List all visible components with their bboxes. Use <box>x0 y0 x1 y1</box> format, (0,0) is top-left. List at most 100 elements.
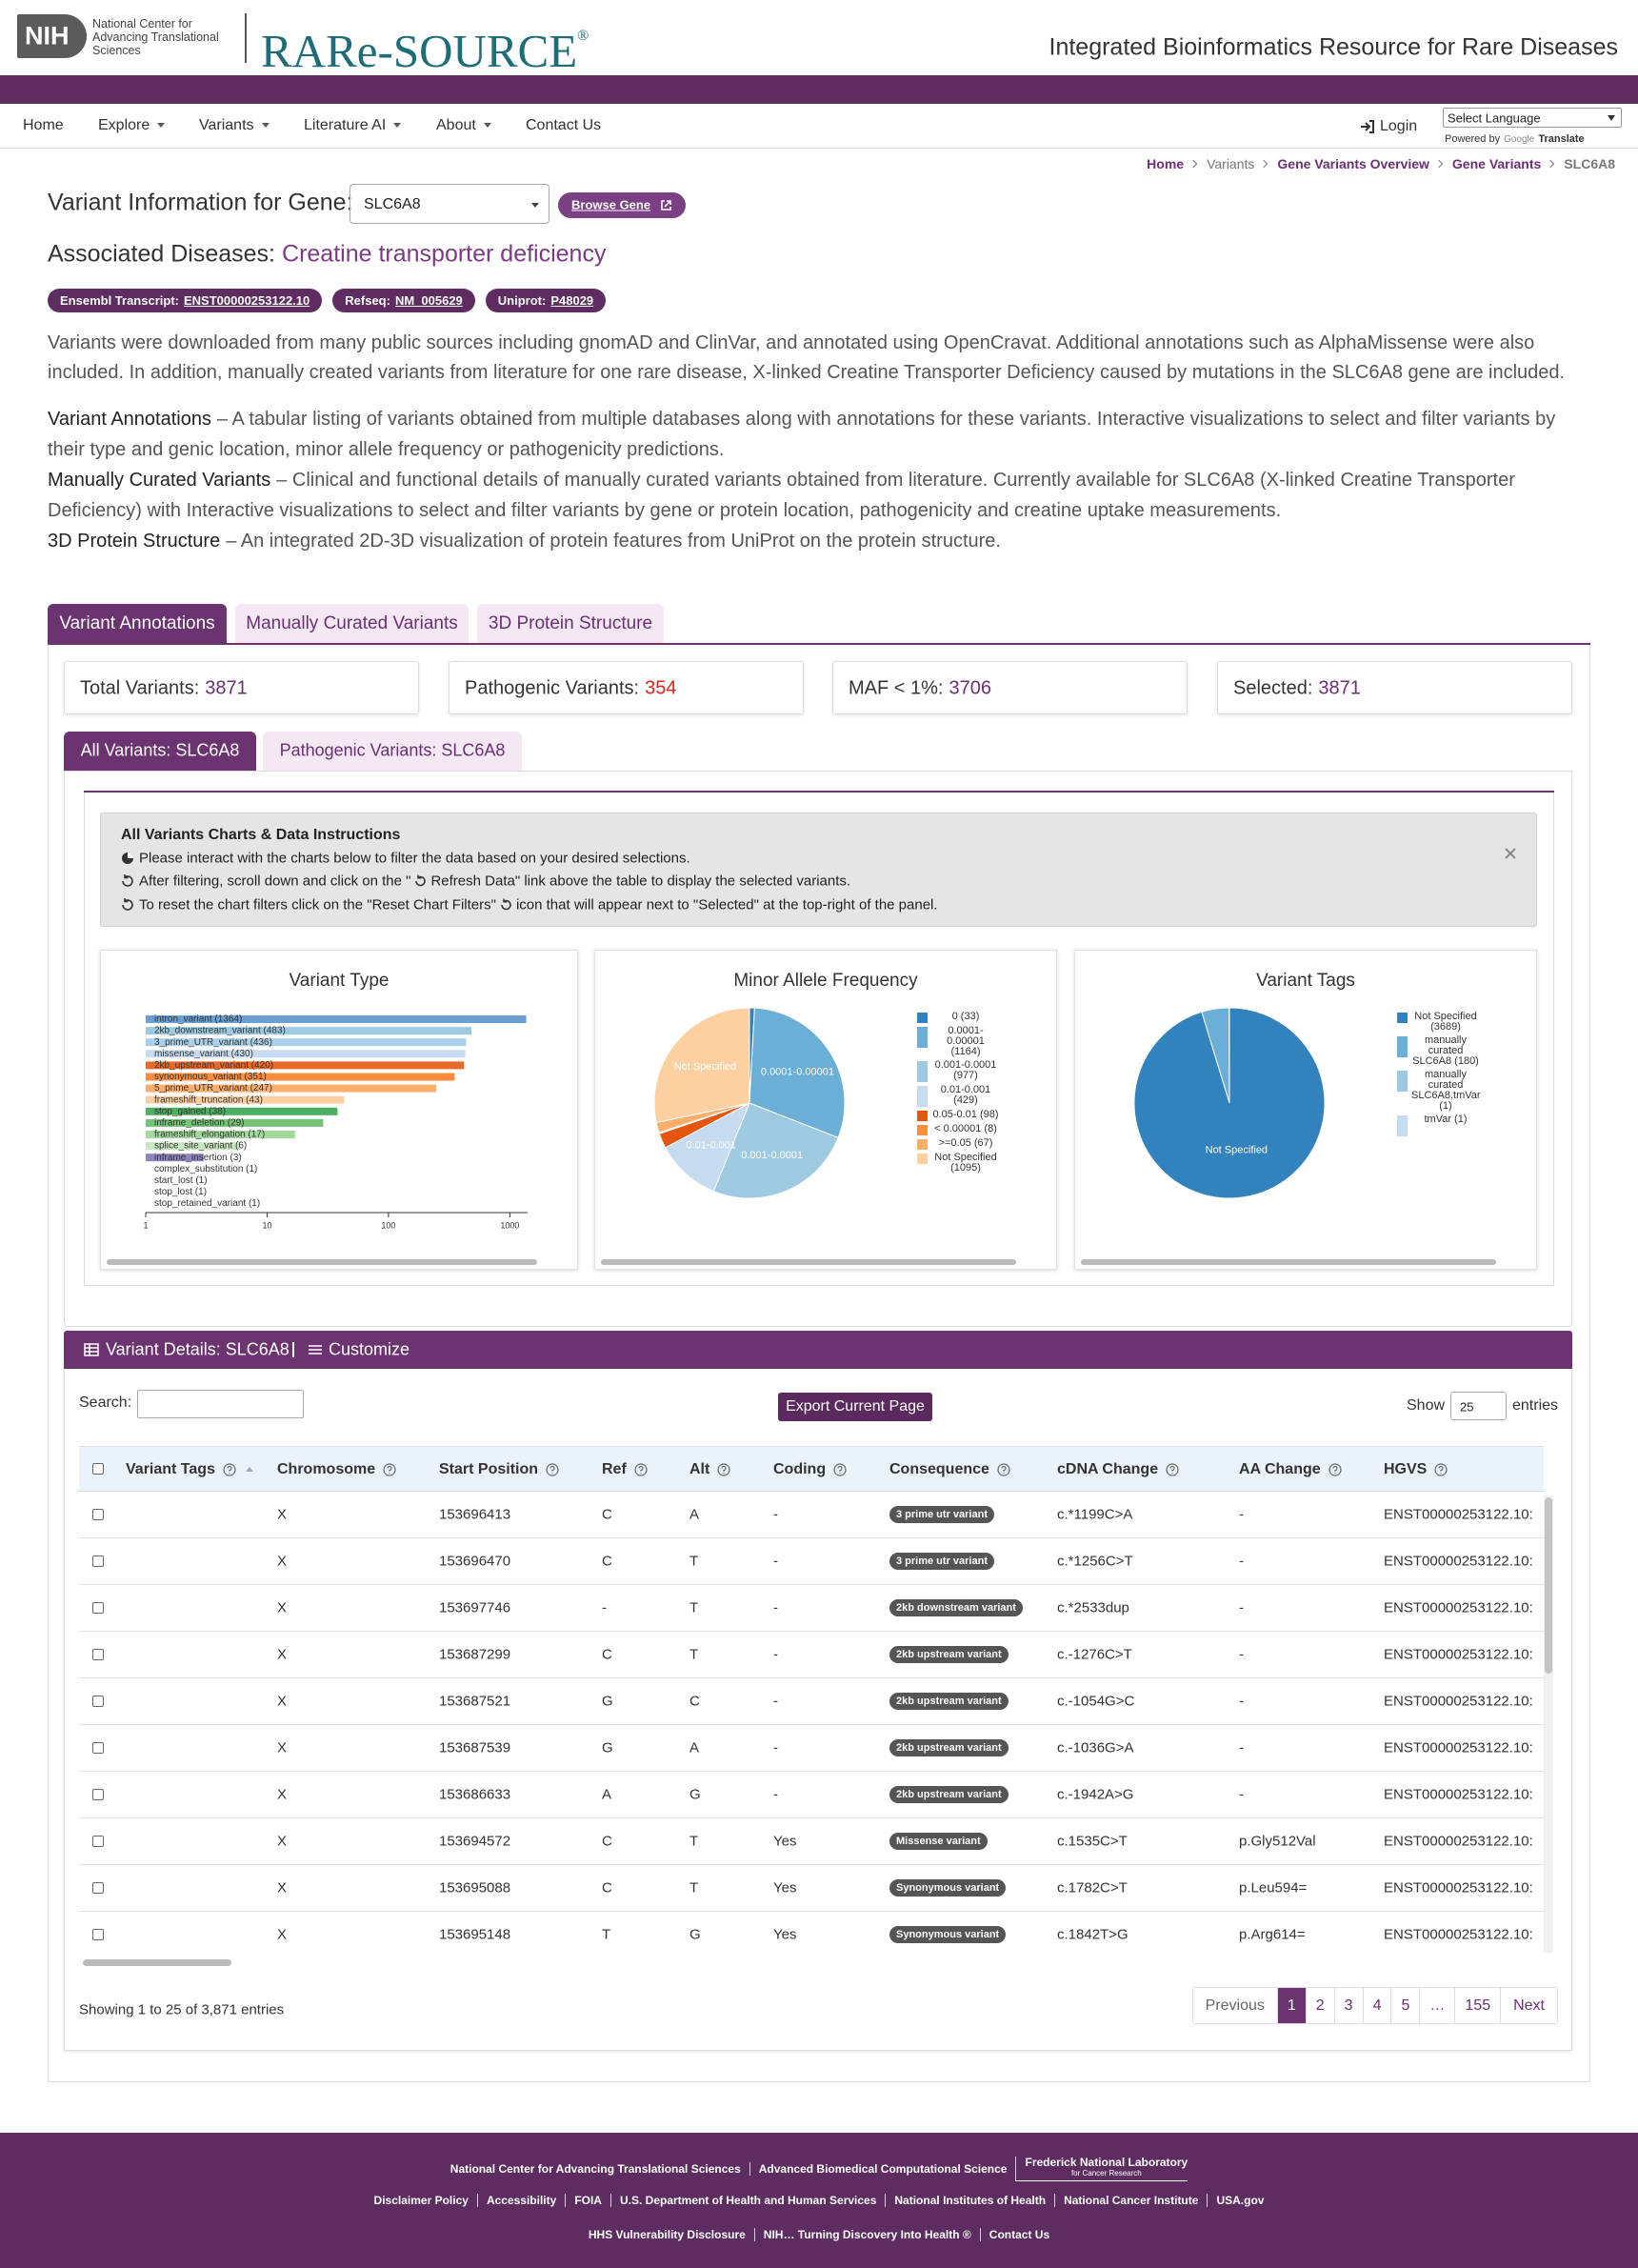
row-checkbox[interactable] <box>92 1789 104 1800</box>
fnl-link[interactable]: Frederick National Laboratory for Cancer … <box>1015 2157 1189 2181</box>
legend-item[interactable]: tmVar (1) <box>1397 1114 1502 1136</box>
footer-link[interactable]: USA.gov <box>1207 2194 1264 2207</box>
legend-item[interactable]: 0.05-0.01 (98) <box>917 1110 1022 1121</box>
footer-link[interactable]: FOIA <box>565 2194 602 2207</box>
badge-value[interactable]: P48029 <box>550 293 594 308</box>
breadcrumb-item[interactable]: Variants <box>1184 156 1254 171</box>
page-item[interactable]: 4 <box>1362 1988 1391 2023</box>
footer-link[interactable]: Contact Us <box>979 2228 1049 2241</box>
main-tab[interactable]: Variant Annotations <box>48 604 227 645</box>
footer-link[interactable]: National Cancer Institute <box>1054 2194 1198 2207</box>
legend-item[interactable]: 0 (33) <box>917 1012 1022 1023</box>
intro-text: Variants were downloaded from many publi… <box>48 332 1566 383</box>
main-tab[interactable]: Manually Curated Variants <box>235 604 469 645</box>
row-checkbox[interactable] <box>92 1555 104 1567</box>
table-cell: X <box>277 1833 288 1850</box>
sub-tab[interactable]: Pathogenic Variants: SLC6A8 <box>263 732 522 771</box>
export-button[interactable]: Export Current Page <box>778 1393 932 1421</box>
page-item[interactable]: Next <box>1500 1988 1557 2023</box>
page-item[interactable]: 155 <box>1454 1988 1501 2023</box>
tab-underline <box>48 643 1590 645</box>
footer-link[interactable]: U.S. Department of Health and Human Serv… <box>609 2194 876 2207</box>
sub-tab[interactable]: All Variants: SLC6A8 <box>64 732 256 771</box>
select-all-checkbox[interactable] <box>92 1463 104 1475</box>
row-checkbox[interactable] <box>92 1649 104 1660</box>
nih-logo-text: NIH <box>25 21 70 50</box>
row-checkbox[interactable] <box>92 1882 104 1894</box>
footer-link[interactable]: Accessibility <box>476 2194 556 2207</box>
legend-item[interactable]: < 0.00001 (8) <box>917 1124 1022 1135</box>
bar <box>146 1154 204 1162</box>
breadcrumb-item[interactable]: Home <box>1147 156 1185 171</box>
page-item[interactable]: 1 <box>1276 1988 1306 2023</box>
table-cell: ENST00000253122.10: <box>1384 1786 1533 1803</box>
column-header[interactable]: Coding <box>773 1461 847 1478</box>
row-checkbox[interactable] <box>92 1929 104 1940</box>
customize-link[interactable]: Customize <box>329 1339 410 1359</box>
column-title: Alt <box>689 1461 710 1477</box>
brand: RARe-SOURCE® <box>261 11 589 76</box>
nav-item[interactable]: Literature AI <box>304 117 401 134</box>
column-header[interactable]: AA Change <box>1239 1461 1342 1478</box>
row-checkbox[interactable] <box>92 1509 104 1520</box>
row-checkbox[interactable] <box>92 1742 104 1754</box>
table-cell: 153694572 <box>439 1833 511 1850</box>
table-cell: ENST00000253122.10: <box>1384 1926 1533 1943</box>
nav-item[interactable]: Explore <box>98 117 165 134</box>
login-link[interactable]: Login <box>1380 118 1418 134</box>
diseases-value[interactable]: Creatine transporter deficiency <box>282 240 607 268</box>
column-header[interactable]: Chromosome <box>277 1461 396 1478</box>
legend-item[interactable]: >=0.05 (67) <box>917 1138 1022 1150</box>
nav-item[interactable]: About <box>436 117 491 134</box>
table-cell: - <box>1239 1553 1244 1570</box>
page-item[interactable]: 3 <box>1333 1988 1363 2023</box>
nav-item[interactable]: Home <box>23 117 64 133</box>
column-header[interactable]: HGVS <box>1384 1461 1448 1478</box>
nav-item[interactable]: Contact Us <box>526 117 602 133</box>
gene-select[interactable]: SLC6A8 <box>350 184 549 224</box>
browse-gene[interactable]: Browse Gene <box>558 192 686 218</box>
nav-bar <box>0 104 1638 149</box>
column-header[interactable]: Consequence <box>889 1461 1010 1478</box>
breadcrumb-item[interactable]: Gene Variants Overview <box>1254 156 1429 171</box>
main-tab[interactable]: 3D Protein Structure <box>477 604 664 645</box>
footer-link[interactable]: Advanced Biomedical Computational Scienc… <box>749 2162 1007 2176</box>
legend-item[interactable]: Not Specified (1095) <box>917 1153 1022 1174</box>
legend-item[interactable]: manually curated SLC6A8 (180) <box>1397 1035 1502 1067</box>
footer-link[interactable]: HHS Vulnerability Disclosure <box>588 2228 746 2241</box>
badge-value[interactable]: NM_005629 <box>394 293 463 308</box>
footer-link[interactable]: National Center for Advancing Translatio… <box>449 2162 741 2176</box>
footer-link[interactable]: Disclaimer Policy <box>373 2194 469 2207</box>
footer-link[interactable]: NIH… Turning Discovery Into Health ® <box>753 2228 971 2241</box>
column-header[interactable]: cDNA Change <box>1057 1461 1179 1478</box>
row-checkbox[interactable] <box>92 1602 104 1614</box>
breadcrumb-item[interactable]: Gene Variants <box>1429 156 1541 171</box>
page-item[interactable]: 5 <box>1390 1988 1420 2023</box>
footer-link[interactable]: National Institutes of Health <box>885 2194 1046 2207</box>
page-item[interactable]: Previous <box>1192 1988 1277 2023</box>
page-size-select[interactable]: 25 <box>1450 1392 1507 1420</box>
legend-item[interactable]: 0.001-0.0001 (977) <box>917 1060 1022 1082</box>
nav-item[interactable]: Variants <box>199 117 270 134</box>
legend-item[interactable]: 0.01-0.001 (429) <box>917 1085 1022 1107</box>
legend-item[interactable]: 0.0001-0.00001 (1164) <box>917 1026 1022 1057</box>
column-header[interactable]: Start Position <box>439 1461 559 1478</box>
column-header[interactable]: Alt <box>689 1461 730 1478</box>
column-header[interactable]: Ref <box>602 1461 648 1478</box>
legend-item[interactable]: Not Specified (3689) <box>1397 1012 1502 1033</box>
search-input[interactable] <box>137 1390 304 1418</box>
legend-item[interactable]: manually curated SLC6A8,tmVar (1) <box>1397 1070 1502 1112</box>
page-item[interactable]: … <box>1419 1988 1455 2023</box>
help-icon <box>1166 1463 1179 1476</box>
table-cell: 153687299 <box>439 1646 511 1663</box>
column-header[interactable]: Variant Tags <box>126 1461 253 1478</box>
page-item[interactable]: 2 <box>1305 1988 1334 2023</box>
table-cell: 153696470 <box>439 1553 511 1570</box>
language-select[interactable]: Select Language <box>1443 108 1622 128</box>
help-icon <box>383 1463 396 1476</box>
close-icon[interactable] <box>1504 847 1517 860</box>
badge-value[interactable]: ENST00000253122.10 <box>183 293 310 308</box>
row-checkbox[interactable] <box>92 1696 104 1707</box>
bar-label: inframe_insertion (3) <box>154 1153 242 1163</box>
row-checkbox[interactable] <box>92 1836 104 1847</box>
